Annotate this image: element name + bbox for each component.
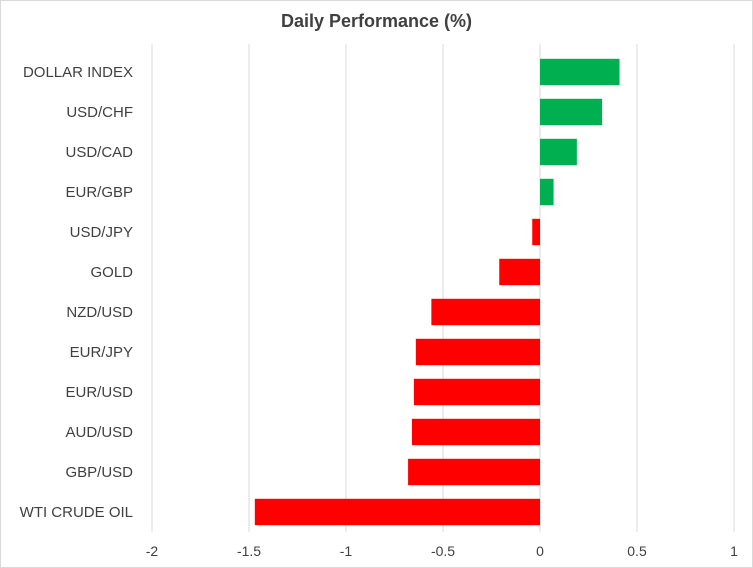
- category-label: DOLLAR INDEX: [23, 64, 133, 81]
- category-label: WTI CRUDE OIL: [20, 504, 133, 521]
- bar: [532, 218, 540, 246]
- category-label: GOLD: [90, 264, 133, 281]
- bar: [540, 178, 554, 206]
- bar: [254, 498, 540, 526]
- x-tick-label: 0: [536, 543, 544, 559]
- bar: [413, 378, 540, 406]
- x-tick-label: 0.5: [627, 543, 647, 559]
- bar: [415, 338, 540, 366]
- category-label: EUR/JPY: [70, 344, 133, 361]
- x-tick-label: -1: [340, 543, 353, 559]
- x-tick-label: 1: [730, 543, 738, 559]
- category-label: USD/JPY: [70, 224, 133, 241]
- bar: [431, 298, 540, 326]
- bar: [499, 258, 540, 286]
- category-label: USD/CHF: [66, 104, 133, 121]
- category-label: EUR/USD: [65, 384, 133, 401]
- category-label: AUD/USD: [65, 424, 133, 441]
- x-tick-label: -0.5: [431, 543, 455, 559]
- category-label: USD/CAD: [65, 144, 133, 161]
- chart-title: Daily Performance (%): [280, 11, 473, 31]
- bar: [540, 138, 577, 166]
- x-tick-label: -2: [146, 543, 159, 559]
- bar: [540, 98, 603, 126]
- bar: [411, 418, 540, 446]
- bar: [408, 458, 540, 486]
- category-label: NZD/USD: [66, 304, 133, 321]
- category-label: GBP/USD: [65, 464, 133, 481]
- x-tick-label: -1.5: [237, 543, 261, 559]
- bar: [540, 58, 620, 86]
- category-label: EUR/GBP: [65, 184, 133, 201]
